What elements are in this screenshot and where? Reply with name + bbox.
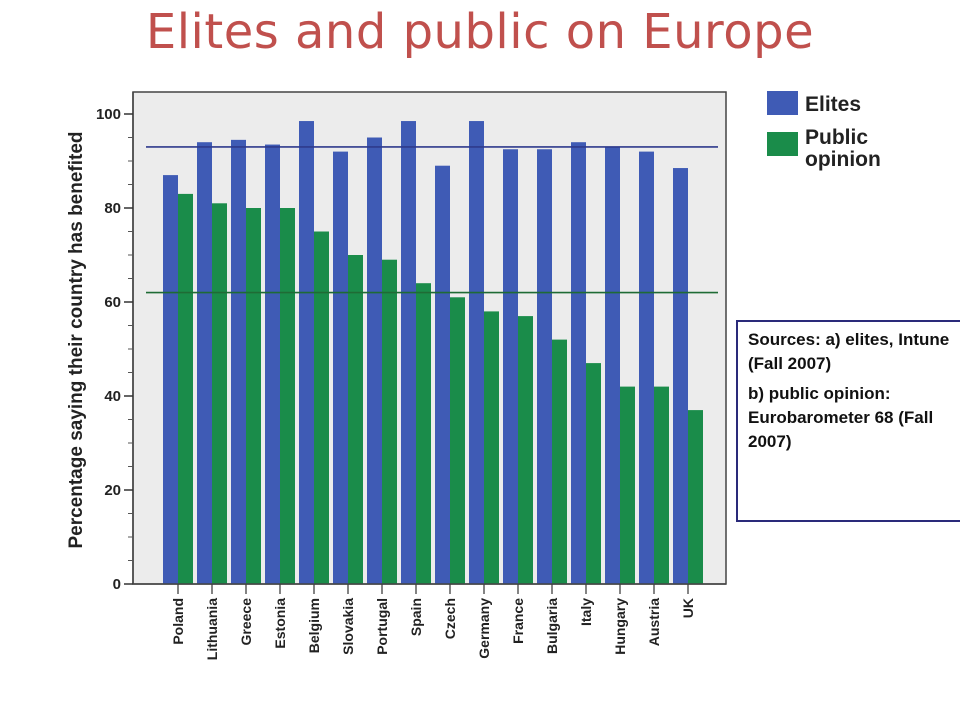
legend-swatch-public — [767, 132, 798, 156]
bar-elites-estonia — [265, 144, 280, 585]
bar-elites-portugal — [367, 137, 382, 584]
bar-public-belgium — [314, 231, 329, 584]
bar-elites-czech — [435, 165, 450, 584]
bar-elites-spain — [401, 121, 416, 585]
x-tick-label-austria: Austria — [646, 598, 662, 646]
x-tick-label-france: France — [510, 598, 526, 644]
bar-elites-poland — [163, 175, 178, 584]
y-tick-label-80: 80 — [104, 200, 121, 217]
x-tick-label-estonia: Estonia — [272, 598, 288, 649]
bar-public-slovakia — [348, 255, 363, 584]
bar-elites-austria — [639, 151, 654, 584]
x-tick-label-uk: UK — [680, 598, 696, 618]
bar-public-portugal — [382, 259, 397, 584]
bar-elites-bulgaria — [537, 149, 552, 584]
y-tick-label-20: 20 — [104, 482, 121, 499]
bar-public-germany — [484, 311, 499, 584]
bar-elites-germany — [469, 121, 484, 585]
slide-title: Elites and public on Europe — [145, 4, 815, 60]
bar-public-lithuania — [212, 203, 227, 585]
x-tick-label-lithuania: Lithuania — [204, 598, 220, 660]
bar-elites-lithuania — [197, 142, 212, 584]
bar-elites-greece — [231, 139, 246, 584]
y-tick-label-0: 0 — [113, 576, 121, 593]
y-axis-label: Percentage saying their country has bene… — [66, 131, 87, 548]
sources-line-a: Sources: a) elites, Intune (Fall 2007) — [748, 330, 950, 373]
y-tick-label-100: 100 — [96, 106, 121, 123]
x-tick-label-bulgaria: Bulgaria — [544, 598, 560, 654]
x-tick-label-italy: Italy — [578, 598, 594, 626]
bar-elites-hungary — [605, 146, 620, 584]
bar-public-austria — [654, 386, 669, 584]
bar-elites-uk — [673, 168, 688, 585]
x-tick-label-czech: Czech — [442, 598, 458, 639]
x-tick-label-portugal: Portugal — [374, 598, 390, 655]
legend-label-public: Public opinion — [805, 126, 881, 171]
legend: Elites Public opinion — [767, 91, 881, 171]
x-tick-label-spain: Spain — [408, 598, 424, 636]
x-tick-label-germany: Germany — [476, 598, 492, 659]
bar-public-bulgaria — [552, 339, 567, 584]
x-tick-label-hungary: Hungary — [612, 598, 628, 655]
sources-box: Sources: a) elites, Intune (Fall 2007) b… — [736, 320, 960, 522]
x-tick-label-poland: Poland — [170, 598, 186, 645]
bar-elites-italy — [571, 142, 586, 584]
bar-public-poland — [178, 193, 193, 584]
bar-elites-france — [503, 149, 518, 584]
bar-public-france — [518, 316, 533, 584]
y-tick-label-40: 40 — [104, 388, 121, 405]
bar-public-estonia — [280, 208, 295, 584]
bar-public-czech — [450, 297, 465, 584]
bar-public-italy — [586, 363, 601, 584]
legend-swatch-elites — [767, 91, 798, 115]
x-tick-label-belgium: Belgium — [306, 598, 322, 653]
bar-public-uk — [688, 410, 703, 584]
bar-elites-slovakia — [333, 151, 348, 584]
sources-line-b: b) public opinion: Eurobarometer 68 (Fal… — [748, 384, 934, 451]
y-tick-label-60: 60 — [104, 294, 121, 311]
bar-public-hungary — [620, 386, 635, 584]
bar-public-greece — [246, 208, 261, 584]
x-tick-label-slovakia: Slovakia — [340, 598, 356, 655]
legend-label-elites: Elites — [805, 93, 861, 116]
bar-public-spain — [416, 283, 431, 584]
x-tick-label-greece: Greece — [238, 598, 254, 646]
bar-elites-belgium — [299, 121, 314, 585]
